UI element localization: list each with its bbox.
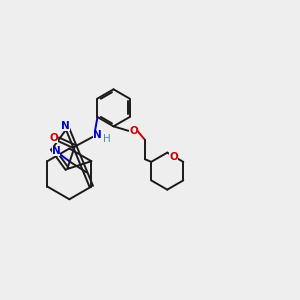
Text: N: N xyxy=(93,130,101,140)
Text: N: N xyxy=(52,146,60,156)
Text: N: N xyxy=(61,122,70,131)
Text: O: O xyxy=(129,126,138,136)
Text: O: O xyxy=(169,152,178,162)
Text: O: O xyxy=(50,133,58,143)
Text: H: H xyxy=(103,134,110,144)
